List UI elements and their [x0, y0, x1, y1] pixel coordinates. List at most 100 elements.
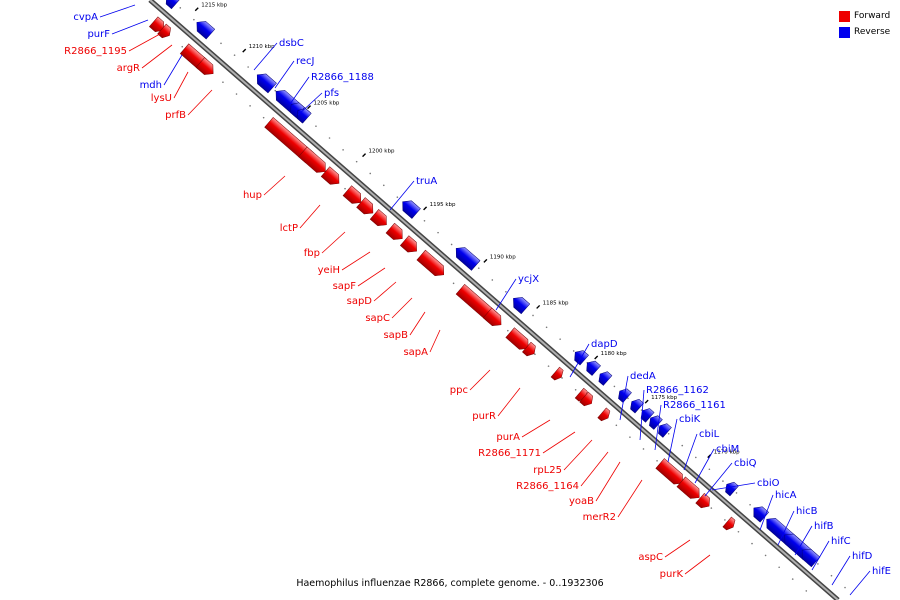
tick-mark: [362, 153, 367, 158]
scale-dot: [830, 574, 833, 577]
reverse-gene-label: dapD: [591, 339, 618, 350]
tick-mark: [483, 258, 488, 263]
reverse-gene[interactable]: [571, 347, 589, 366]
leader-line: [389, 180, 415, 211]
forward-gene[interactable]: [399, 235, 421, 256]
forward-gene[interactable]: [597, 407, 613, 423]
reverse-gene[interactable]: [452, 244, 481, 271]
reverse-gene[interactable]: [193, 17, 216, 40]
forward-gene[interactable]: [655, 458, 687, 489]
reverse-gene[interactable]: [615, 386, 632, 403]
leader-line: [391, 297, 413, 319]
scale-dot: [344, 187, 346, 190]
scale-dot: [545, 326, 548, 329]
reverse-gene[interactable]: [596, 369, 613, 386]
leader-line: [289, 76, 310, 105]
forward-gene[interactable]: [522, 341, 538, 358]
forward-gene[interactable]: [505, 327, 533, 354]
scale-dot: [629, 436, 631, 438]
reverse-gene[interactable]: [253, 70, 277, 94]
forward-gene[interactable]: [579, 391, 596, 408]
scale-dot: [235, 93, 238, 95]
scale-dot: [342, 149, 344, 151]
scale-dot: [450, 243, 453, 246]
tick-mark: [594, 355, 599, 360]
tick-mark: [423, 206, 428, 211]
scale-dot: [249, 105, 251, 107]
reverse-gene[interactable]: [798, 545, 821, 568]
leader-line: [684, 554, 711, 575]
forward-gene[interactable]: [342, 185, 365, 208]
reverse-gene[interactable]: [750, 503, 770, 523]
scale-dot: [437, 231, 439, 234]
forward-gene[interactable]: [695, 492, 714, 511]
scale-dot: [477, 267, 480, 269]
reverse-gene[interactable]: [722, 479, 739, 497]
forward-gene-label: prfB: [165, 110, 186, 121]
leader-line: [299, 204, 321, 229]
scale-dot: [751, 542, 753, 545]
scale-dot: [233, 54, 236, 56]
forward-gene[interactable]: [148, 16, 167, 35]
forward-gene-label: argR: [117, 63, 140, 74]
leader-line: [619, 375, 629, 421]
scale-dot: [369, 172, 372, 175]
leader-line: [274, 60, 295, 89]
scale-dot: [396, 196, 399, 198]
forward-gene[interactable]: [416, 249, 448, 280]
reverse-gene[interactable]: [583, 358, 601, 376]
leader-line: [595, 461, 621, 502]
scale-dot: [613, 385, 616, 388]
reverse-gene[interactable]: [509, 293, 531, 315]
tick-mark: [307, 105, 312, 110]
reverse-gene[interactable]: [627, 397, 644, 414]
reverse-gene[interactable]: [398, 197, 421, 219]
reverse-gene-label: hifD: [852, 551, 873, 562]
leader-line: [429, 329, 441, 353]
reverse-gene-label: R2866_1188: [311, 72, 374, 83]
reverse-gene-label: hifC: [831, 536, 851, 547]
leader-line: [469, 369, 491, 391]
scale-dot: [735, 492, 738, 494]
leader-line: [141, 44, 173, 69]
forward-gene[interactable]: [157, 23, 174, 40]
forward-gene-label: R2866_1195: [64, 46, 127, 57]
tick-label: 1195 kbp: [430, 202, 456, 208]
reverse-gene[interactable]: [655, 421, 672, 438]
scale-dot: [627, 397, 629, 400]
tick-mark: [242, 48, 247, 53]
scale-dot: [667, 432, 670, 435]
forward-gene[interactable]: [320, 166, 343, 189]
leader-line: [683, 433, 698, 471]
scale-dot: [805, 590, 808, 592]
scale-dot: [179, 7, 182, 9]
forward-gene[interactable]: [385, 222, 407, 243]
leader-line: [521, 419, 551, 438]
leader-line: [128, 33, 161, 52]
forward-gene[interactable]: [195, 57, 217, 79]
forward-gene[interactable]: [676, 476, 704, 503]
tick-label: 1175 kbp: [651, 395, 677, 401]
scale-dot: [656, 459, 658, 462]
forward-gene[interactable]: [482, 307, 505, 330]
forward-gene[interactable]: [298, 146, 330, 177]
tick-mark: [194, 7, 199, 12]
scale-dot: [764, 554, 767, 557]
scale-dot: [615, 424, 618, 427]
forward-gene-label: aspC: [638, 552, 663, 563]
scale-dot: [778, 566, 780, 569]
scale-dot: [315, 125, 317, 127]
leader-line: [811, 540, 830, 571]
forward-gene[interactable]: [356, 197, 378, 218]
reverse-gene-label: hicB: [796, 506, 818, 517]
scale-dot: [559, 338, 561, 340]
forward-gene-label: purA: [496, 432, 520, 443]
forward-gene[interactable]: [369, 209, 391, 229]
scale-dot: [222, 81, 224, 83]
reverse-gene[interactable]: [162, 0, 181, 10]
forward-gene[interactable]: [550, 366, 566, 382]
tick-label: 1210 kbp: [249, 44, 275, 50]
tick-mark: [644, 399, 649, 404]
forward-gene[interactable]: [722, 516, 738, 532]
